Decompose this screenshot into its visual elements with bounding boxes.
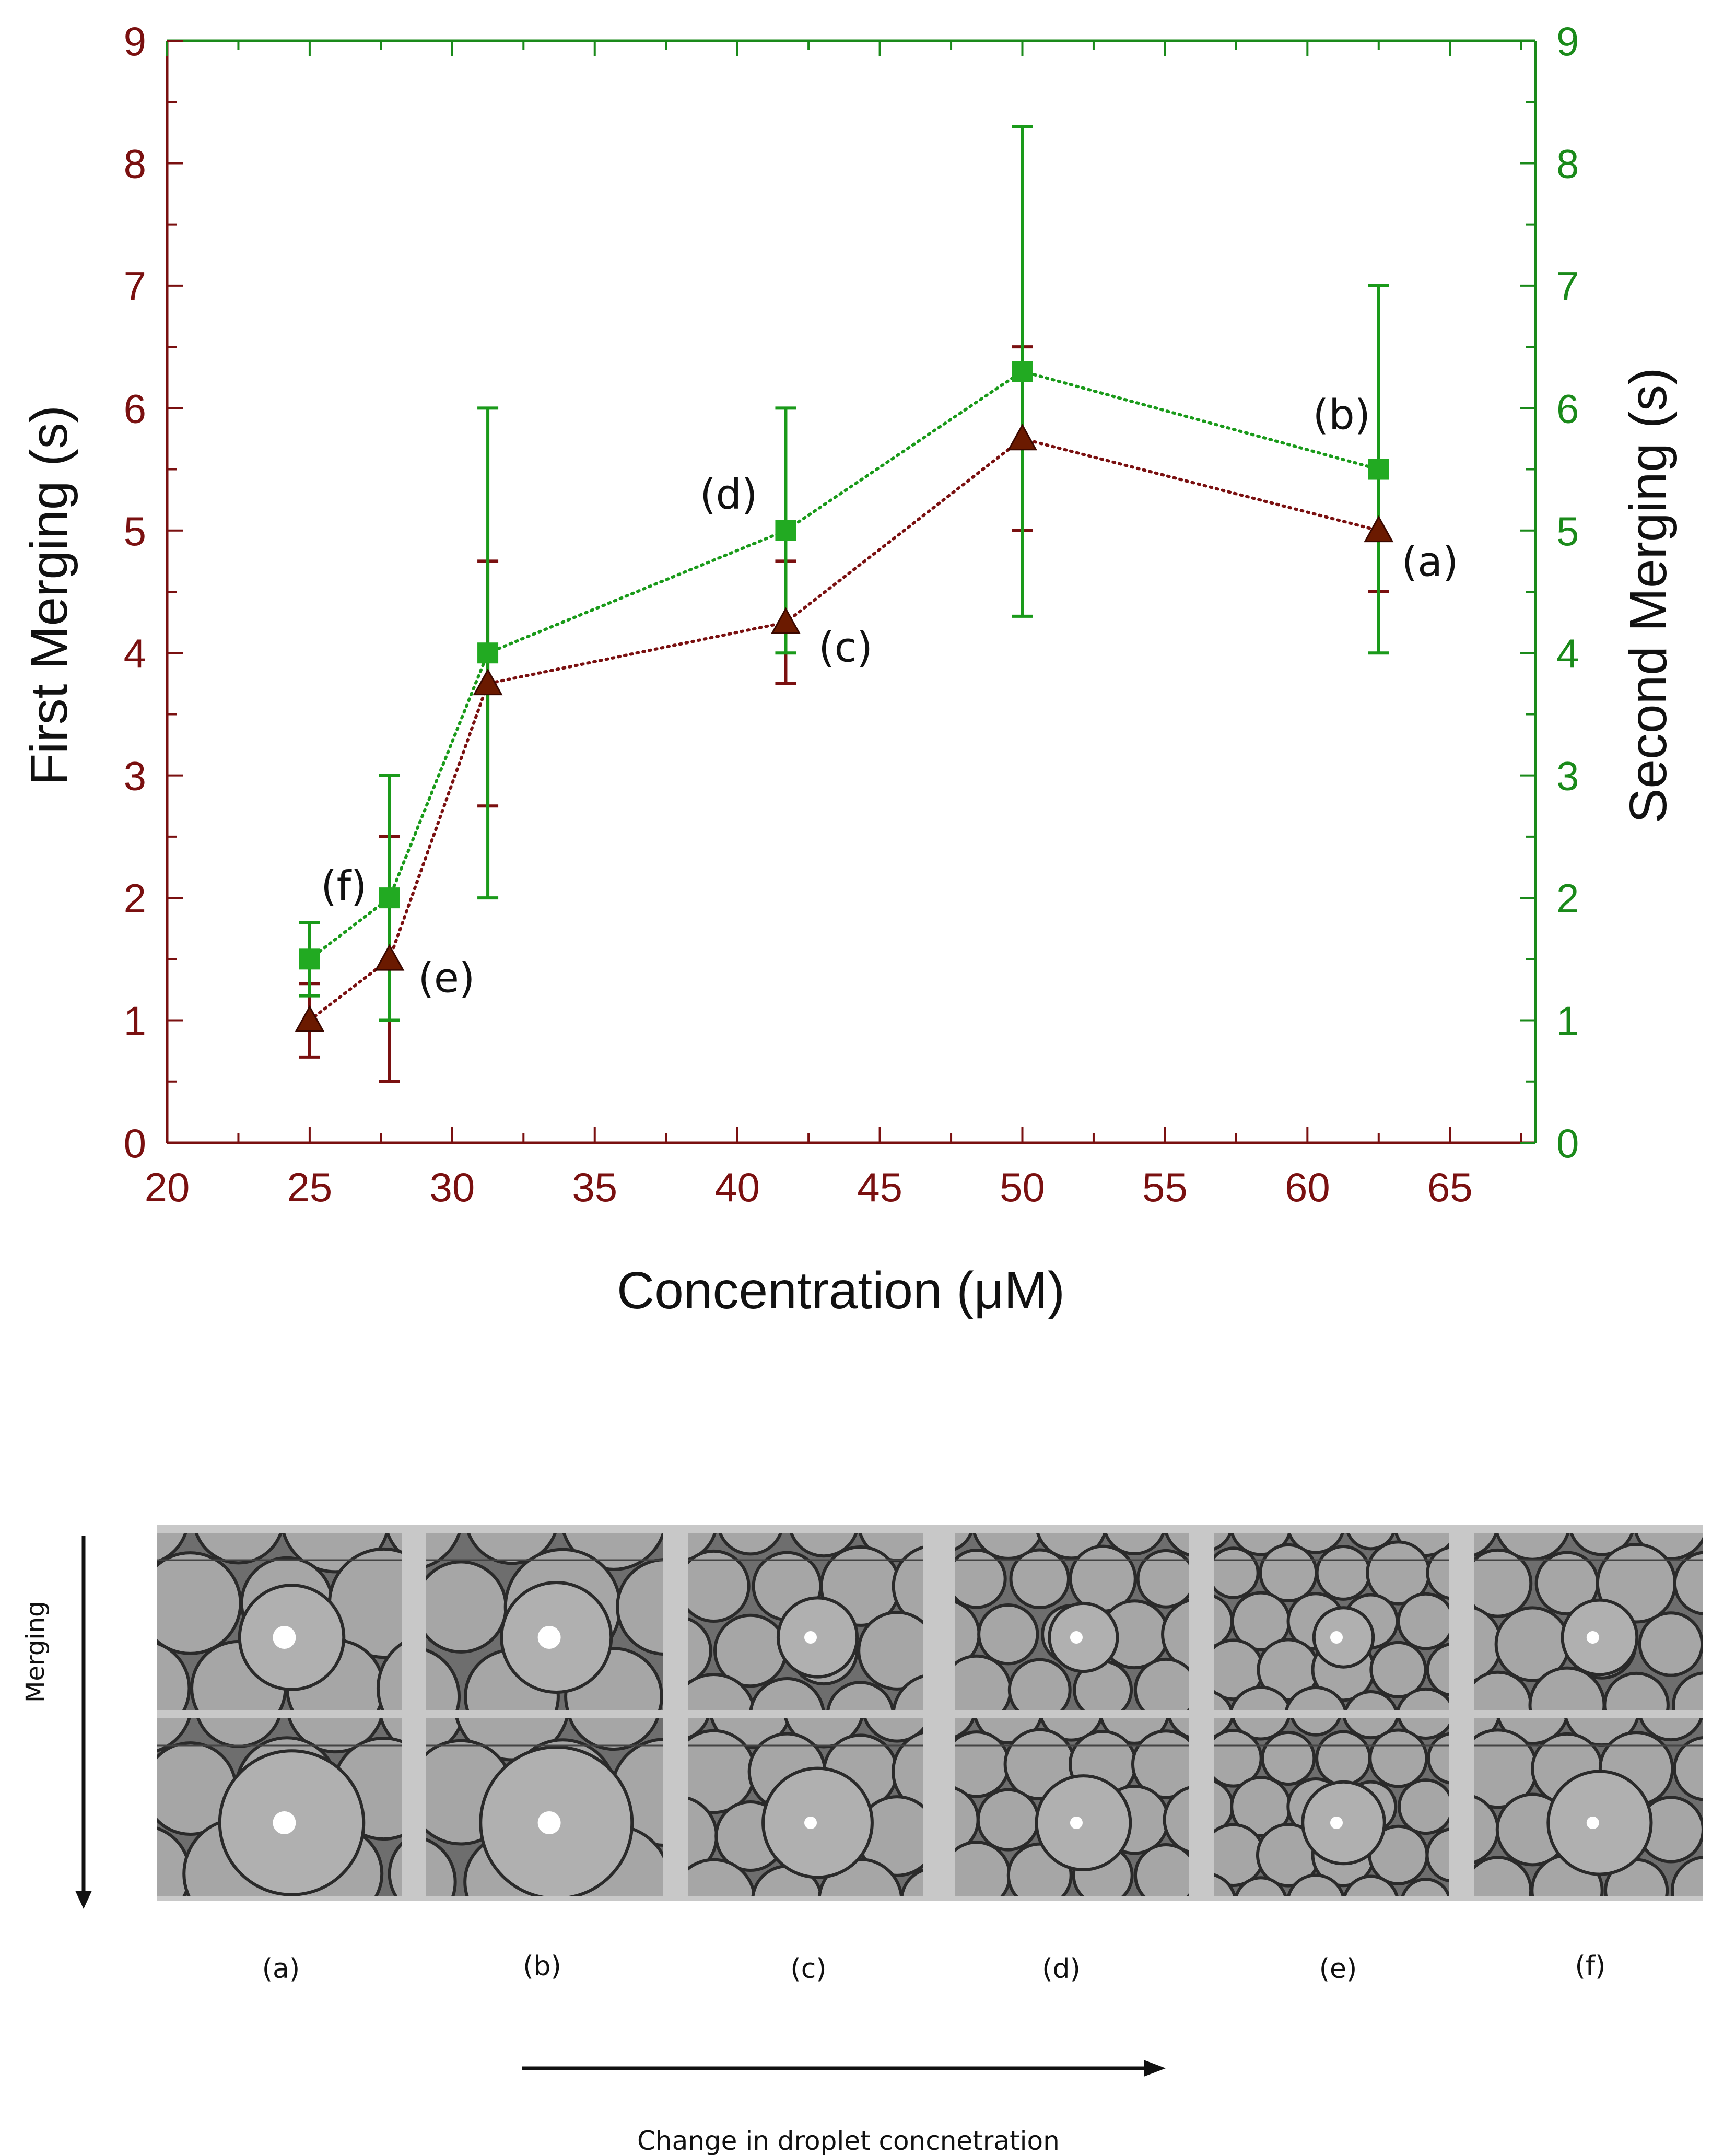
x-tick-label: 60 [1285,1164,1330,1210]
y-tick-label-left: 7 [124,263,146,309]
x-tick-label: 30 [429,1164,475,1210]
micrograph-f-after [1474,1718,1703,1896]
y-tick-label-left: 1 [124,998,146,1044]
y-tick-label-right: 2 [1556,875,1579,921]
point-annotation: (c) [818,625,873,672]
first-merging-point [1007,423,1038,451]
y-tick-label-left: 0 [124,1120,146,1166]
x-tick-label: 35 [572,1164,617,1210]
first-merging-point [1364,515,1394,543]
micrograph-d-after [955,1718,1189,1896]
x-tick-label: 25 [287,1164,333,1210]
x-tick-label: 40 [714,1164,760,1210]
first-merging-point [295,1005,325,1032]
y-tick-label-right: 5 [1556,508,1579,554]
y-tick-label-left: 5 [124,508,146,554]
y-tick-label-left: 6 [124,385,146,431]
x-tick-label: 55 [1142,1164,1188,1210]
plot-area: (a) (b) (c) (d) (e) (f) [295,125,1459,1083]
micrograph-b-before [426,1533,663,1710]
y-tick-label-right: 3 [1556,753,1579,799]
droplet-image-panel: Merging (a) (b) (c) (d) (e) (f) Change i… [0,1504,1712,2156]
micrograph-c-before [688,1533,923,1710]
y-tick-label-right: 8 [1556,140,1579,186]
y-tick-label-right: 6 [1556,385,1579,431]
micrograph-d-before [955,1533,1189,1710]
x-tick-label: 45 [857,1164,902,1210]
merging-time-chart: 20 25 30 35 40 45 50 55 60 650 01 12 23 34 45 56 67 78 89 9… [20,18,1678,1320]
point-annotation: (b) [1313,392,1370,439]
y-axis-title-left: First Merging (s) [20,405,78,786]
axes: 20 25 30 35 40 45 50 55 60 650 01 12 23 34 45 56 67 78 89 9 [124,18,1579,1210]
micrograph-e-before [1214,1533,1449,1710]
second-merging-point [1012,361,1033,382]
y-tick-label-left: 9 [124,18,146,64]
y-axis-title-right: Second Merging (s) [1619,368,1678,824]
y-tick-label-right: 4 [1556,630,1579,676]
y-tick-label-right: 7 [1556,263,1579,309]
micrograph-c-after [688,1718,923,1896]
y-tick-label-right: 1 [1556,998,1579,1044]
point-annotation: (a) [1402,538,1459,585]
x-tick-label: 50 [1000,1164,1045,1210]
y-tick-label-left: 4 [124,630,146,676]
first-merging-point [374,944,405,971]
panel-label-f: (f) [1575,1951,1606,1982]
second-merging-point [299,948,320,970]
down-arrow [75,1536,92,1909]
first-merging-point [770,607,801,634]
y-tick-label-left: 2 [124,875,146,921]
micrograph-a-after [157,1718,402,1896]
y-tick-label-right: 9 [1556,18,1579,64]
x-tick-label: 20 [145,1164,190,1210]
second-merging-point [379,887,400,909]
panel-label-e: (e) [1319,1953,1357,1985]
second-merging-point [775,520,796,541]
micrograph-a-before [157,1533,402,1710]
right-arrow [522,2060,1166,2077]
micrograph-b-after [426,1718,663,1896]
panel-label-c: (c) [790,1953,827,1985]
point-annotation: (e) [418,955,475,1002]
y-tick-label-left: 3 [124,753,146,799]
y-tick-label-left: 8 [124,140,146,186]
y-tick-label-right: 0 [1556,1120,1579,1166]
x-tick-label: 65 [1427,1164,1473,1210]
merging-label: Merging [21,1601,50,1703]
point-annotation: (d) [700,471,757,518]
micrograph-strip [157,1525,1703,1901]
micrograph-e-after [1214,1718,1449,1896]
first-merging-point [473,668,503,696]
panel-label-b: (b) [523,1951,561,1982]
panel-label-d: (d) [1042,1953,1081,1985]
second-merging-line [308,369,1380,961]
panel-label-a: (a) [262,1953,300,1985]
x-axis-title: Concentration (μM) [617,1261,1065,1320]
second-merging-point [477,642,499,664]
micrograph-f-before [1474,1533,1703,1710]
first-merging-line [308,437,1380,1022]
point-annotation: (f) [321,863,367,910]
second-merging-point [1368,459,1389,480]
change-direction-label: Change in droplet concnetration [637,2126,1060,2156]
